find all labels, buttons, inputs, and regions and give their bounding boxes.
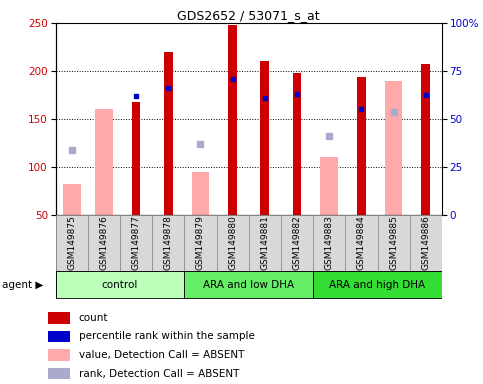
Text: GSM149886: GSM149886 [421, 215, 430, 270]
Bar [56, 215, 88, 271]
Text: percentile rank within the sample: percentile rank within the sample [79, 331, 255, 341]
Text: control: control [102, 280, 138, 290]
Bar [63, 184, 81, 215]
Bar [260, 61, 270, 215]
Text: GSM149880: GSM149880 [228, 215, 237, 270]
Bar [47, 349, 70, 361]
Bar [185, 215, 216, 271]
Bar [385, 81, 402, 215]
Text: ARA and low DHA: ARA and low DHA [203, 280, 294, 290]
Bar [228, 25, 237, 215]
Bar [95, 109, 113, 215]
Bar [345, 215, 378, 271]
Text: GSM149883: GSM149883 [325, 215, 334, 270]
Text: GSM149884: GSM149884 [357, 215, 366, 270]
Text: GSM149881: GSM149881 [260, 215, 270, 270]
Text: GSM149876: GSM149876 [99, 215, 108, 270]
Bar [47, 368, 70, 379]
Text: value, Detection Call = ABSENT: value, Detection Call = ABSENT [79, 350, 244, 360]
Text: agent ▶: agent ▶ [2, 280, 44, 290]
Bar [131, 102, 141, 215]
Text: GSM149875: GSM149875 [67, 215, 76, 270]
Text: count: count [79, 313, 108, 323]
Text: GSM149885: GSM149885 [389, 215, 398, 270]
Bar [88, 215, 120, 271]
Title: GDS2652 / 53071_s_at: GDS2652 / 53071_s_at [177, 9, 320, 22]
Bar [152, 215, 185, 271]
Bar [313, 271, 442, 298]
Bar [120, 215, 152, 271]
Bar [47, 331, 70, 342]
Text: rank, Detection Call = ABSENT: rank, Detection Call = ABSENT [79, 369, 239, 379]
Bar [281, 215, 313, 271]
Bar [313, 215, 345, 271]
Text: GSM149879: GSM149879 [196, 215, 205, 270]
Bar [56, 271, 185, 298]
Bar [410, 215, 442, 271]
Text: GSM149878: GSM149878 [164, 215, 173, 270]
Bar [47, 312, 70, 323]
Bar [357, 77, 366, 215]
Text: GSM149882: GSM149882 [293, 215, 301, 270]
Bar [192, 172, 209, 215]
Text: ARA and high DHA: ARA and high DHA [329, 280, 426, 290]
Bar [378, 215, 410, 271]
Bar [216, 215, 249, 271]
Bar [320, 157, 338, 215]
Bar [164, 52, 173, 215]
Bar [185, 271, 313, 298]
Bar [249, 215, 281, 271]
Bar [293, 73, 301, 215]
Bar [421, 65, 430, 215]
Text: GSM149877: GSM149877 [131, 215, 141, 270]
